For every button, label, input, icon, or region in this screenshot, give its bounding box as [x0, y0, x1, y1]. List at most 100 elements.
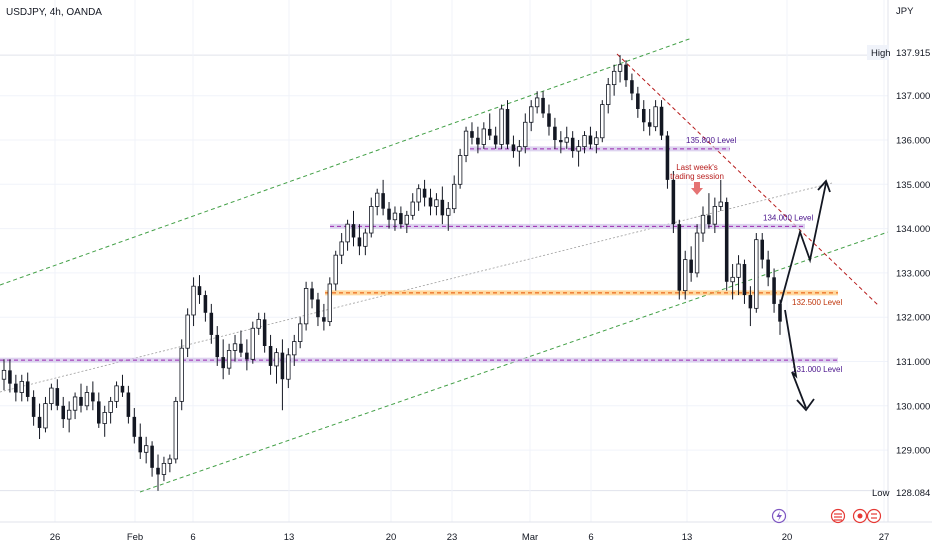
lightning-icon: [771, 508, 787, 524]
candle-body-up: [191, 285, 196, 316]
candle-body-up: [303, 288, 309, 325]
candle-body-down: [357, 237, 362, 247]
candle-body-down: [37, 416, 42, 428]
candle-body-up: [286, 354, 291, 380]
candle-body-down: [624, 64, 628, 81]
x-tick-label: 27: [879, 532, 890, 543]
candle-body-down: [31, 396, 36, 417]
candle-body-down: [559, 140, 563, 143]
candle-body-down: [239, 343, 243, 353]
candle-body-down: [511, 144, 516, 152]
candle-body-down: [221, 357, 225, 369]
candle-body-down: [487, 128, 492, 136]
candle-body-down: [647, 122, 652, 127]
candle-body-up: [410, 201, 415, 216]
candle-body-down: [641, 108, 646, 123]
bullish-projection-arrow: [779, 182, 827, 307]
candle-body-up: [161, 462, 167, 475]
low-label: Low: [872, 488, 890, 499]
candle-body-down: [476, 137, 480, 145]
candle-body-up: [392, 212, 398, 221]
candle-body-down: [541, 97, 545, 114]
candle-body-down: [493, 135, 498, 145]
candle-body-up: [683, 259, 688, 292]
y-tick-label: 137.000: [896, 91, 930, 102]
candle-body-down: [197, 286, 202, 296]
candle-body-up: [499, 108, 504, 145]
y-tick-label: 131.000: [896, 357, 930, 368]
candle-body-up: [19, 381, 24, 393]
upper-channel-line: [0, 37, 693, 286]
candle-body-up: [179, 347, 184, 402]
candle-body-down: [79, 396, 83, 406]
level-band: [330, 223, 805, 229]
candle-body-up: [736, 263, 741, 278]
candle-body-up: [1, 369, 7, 380]
candle-body-down: [14, 383, 18, 393]
annotation-down-arrow: [691, 182, 703, 195]
high-value: 137.915: [896, 48, 930, 59]
candle-body-up: [49, 387, 54, 404]
candle-body-up: [718, 201, 723, 207]
candle-body-up: [84, 392, 90, 407]
candle-body-up: [108, 400, 113, 413]
high-label-box: [867, 45, 889, 60]
candle-body-up: [523, 121, 528, 148]
channel-midline: [0, 182, 833, 393]
candle-body-down: [772, 277, 776, 304]
candle-body-down: [399, 213, 403, 225]
candle-body-up: [173, 400, 178, 460]
candle-body-down: [677, 224, 682, 291]
candle-body-up: [333, 254, 338, 285]
candle-body-up: [298, 323, 303, 342]
candle-body-up: [66, 409, 72, 420]
x-tick-label: 20: [782, 532, 793, 543]
projection-arrows: [779, 179, 831, 412]
candle-body-down: [422, 188, 427, 198]
event-icons[interactable]: [771, 508, 882, 524]
candle-body-down: [120, 385, 125, 393]
candle-body-down: [91, 392, 95, 402]
candle-body-down: [25, 381, 30, 397]
candle-body-down: [636, 93, 640, 109]
descending-resistance-line: [616, 53, 879, 306]
candle-body-down: [262, 319, 267, 346]
candle-body-up: [457, 155, 463, 185]
candle-body-up: [600, 104, 605, 139]
price-axis[interactable]: JPY High 137.915 Low 128.084 137.000 136.…: [867, 0, 930, 522]
bearish-arrowhead: [796, 398, 815, 412]
candle-body-up: [606, 84, 611, 105]
candle-body-up: [292, 341, 297, 356]
candle-body-up: [114, 385, 119, 402]
candle-body-down: [61, 405, 66, 420]
candle-body-down: [470, 131, 474, 138]
candle-body-down: [707, 215, 711, 225]
candle-body-down: [126, 392, 131, 417]
candle-body-up: [529, 106, 534, 123]
candle-body-up: [700, 214, 706, 234]
annotation-line-1: Last week's: [676, 163, 718, 172]
candle-body-down: [97, 401, 101, 424]
candle-body-up: [43, 403, 48, 429]
level-label: 131.000 Level: [792, 365, 842, 374]
candle-body-up: [481, 128, 486, 145]
candle-body-down: [310, 288, 314, 300]
high-label: High: [871, 48, 891, 59]
candle-body-up: [256, 319, 261, 329]
candle-body-up: [594, 137, 599, 145]
candle-body-up: [339, 241, 344, 256]
y-tick-label: 133.000: [896, 268, 930, 279]
candle-body-down: [387, 208, 391, 220]
candle-body-up: [274, 352, 279, 367]
candle-body-down: [215, 334, 220, 358]
candle-body-down: [381, 193, 385, 209]
candle-body-up: [185, 314, 190, 349]
y-tick-label: 135.000: [896, 180, 930, 191]
us-flag-icon: [830, 508, 846, 524]
currency-label: JPY: [896, 6, 914, 17]
candle-body-down: [748, 295, 753, 309]
y-tick-label: 136.000: [896, 136, 930, 147]
candle-body-up: [582, 135, 587, 148]
level-label: 134.000 Level: [763, 213, 813, 222]
